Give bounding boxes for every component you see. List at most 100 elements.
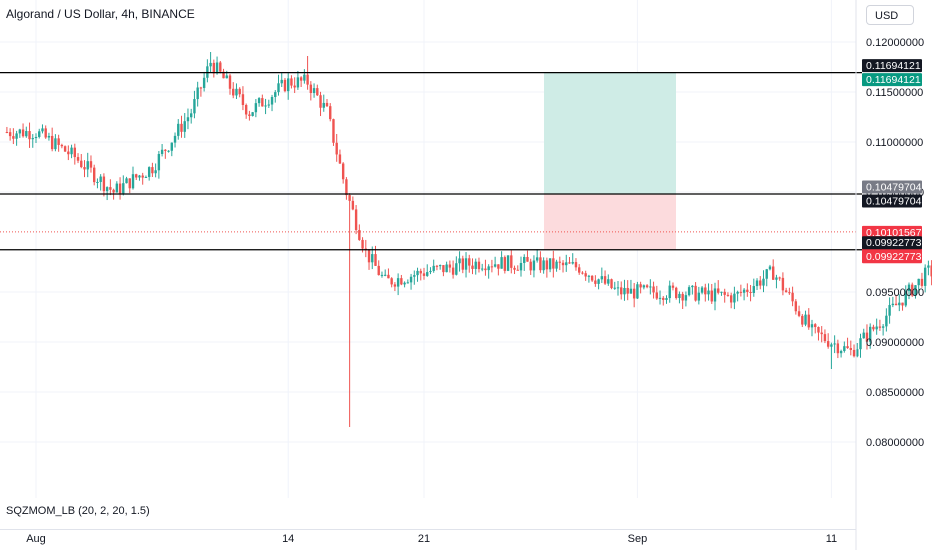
candle-body xyxy=(80,160,83,168)
candle-body xyxy=(429,270,432,273)
candle-body xyxy=(451,267,455,275)
candle-body xyxy=(594,280,597,284)
candle-body xyxy=(422,273,426,276)
candle-body xyxy=(144,176,148,178)
candle-body xyxy=(629,288,633,294)
candle-body xyxy=(878,326,882,328)
candle-body xyxy=(235,88,238,96)
indicator-label[interactable]: SQZMOM_LB (20, 2, 20, 1.5) xyxy=(6,505,150,517)
candle-body xyxy=(99,176,102,182)
candle-body xyxy=(613,287,616,289)
candle-body xyxy=(552,258,555,269)
candle-body xyxy=(34,136,38,139)
candle-body xyxy=(316,88,319,96)
candle-body xyxy=(843,346,846,352)
candle-body xyxy=(581,272,584,274)
candle-body xyxy=(109,187,112,190)
candle-body xyxy=(487,266,490,271)
candle-body xyxy=(135,174,138,178)
candle-body xyxy=(506,255,510,271)
candle-body xyxy=(319,95,322,108)
candle-body xyxy=(655,292,658,299)
candle-body xyxy=(739,291,743,293)
candle-body xyxy=(477,261,481,270)
candle-body xyxy=(125,178,128,184)
candle-body xyxy=(930,265,932,277)
candle-body xyxy=(584,273,587,277)
candle-body xyxy=(888,305,891,316)
candle-body xyxy=(532,260,536,271)
candle-body xyxy=(917,278,920,286)
x-tick-label: Aug xyxy=(26,533,46,545)
candle-body xyxy=(102,176,106,192)
price-labels: 0.11694121 0.11694121 0.10479704 0.10479704… xyxy=(862,59,922,264)
candle-body xyxy=(28,131,31,140)
candle-body xyxy=(222,71,225,79)
candle-body xyxy=(578,267,581,273)
candle-body xyxy=(299,77,303,81)
candle-body xyxy=(387,274,390,279)
candle-body xyxy=(678,293,681,299)
y-tick-label: 0.09000000 xyxy=(866,337,924,349)
candle-body xyxy=(600,276,604,280)
time-axis-divider xyxy=(0,529,856,530)
candle-body xyxy=(374,254,377,266)
candle-body xyxy=(358,229,361,240)
candle-body xyxy=(720,291,723,293)
candle-body xyxy=(914,285,917,296)
candle-body xyxy=(836,343,840,354)
candle-body xyxy=(869,326,872,342)
candle-body xyxy=(361,239,364,249)
candle-body xyxy=(403,282,406,285)
candle-body xyxy=(545,260,549,270)
support-resistance-lines xyxy=(0,71,862,251)
candle-body xyxy=(681,293,684,301)
candle-body xyxy=(86,161,89,170)
candle-body xyxy=(445,264,448,273)
candle-body xyxy=(248,114,251,116)
candle-body xyxy=(746,289,749,292)
candle-body xyxy=(244,104,248,115)
candle-body xyxy=(733,293,736,303)
candle-body xyxy=(859,338,862,350)
candle-body xyxy=(8,132,12,137)
candle-body xyxy=(406,282,410,284)
candle-body xyxy=(341,163,345,180)
candle-body xyxy=(772,266,775,280)
candle-body xyxy=(177,123,180,136)
candle-body xyxy=(778,277,781,279)
candle-body xyxy=(128,178,131,189)
candle-body xyxy=(280,79,283,84)
candle-body xyxy=(856,349,859,357)
candle-body xyxy=(662,297,665,300)
candle-body xyxy=(60,144,64,147)
candle-body xyxy=(83,167,86,170)
candle-body xyxy=(710,290,713,302)
candle-body xyxy=(238,88,241,95)
candle-body xyxy=(154,170,157,174)
candle-body xyxy=(164,149,167,151)
candle-body xyxy=(371,254,374,263)
candle-body xyxy=(645,285,649,288)
candle-body xyxy=(413,275,416,277)
candle-body xyxy=(390,278,393,285)
candle-body xyxy=(490,266,494,268)
y-tick-label: 0.12000000 xyxy=(866,37,924,49)
candle-body xyxy=(287,78,290,92)
y-tick-label: 0.08500000 xyxy=(866,387,924,399)
candle-body xyxy=(749,291,752,293)
candle-body xyxy=(367,249,371,263)
candle-body xyxy=(131,174,135,189)
candle-body xyxy=(312,88,316,94)
candle-body xyxy=(274,92,277,97)
candle-body xyxy=(38,131,41,137)
candle-body xyxy=(923,267,927,286)
candle-body xyxy=(574,262,578,268)
candle-body xyxy=(649,286,652,288)
currency-button[interactable]: USD xyxy=(866,5,914,25)
candle-body xyxy=(571,262,574,264)
candle-body xyxy=(639,284,642,288)
candle-body xyxy=(351,200,355,210)
candle-body xyxy=(183,121,186,132)
